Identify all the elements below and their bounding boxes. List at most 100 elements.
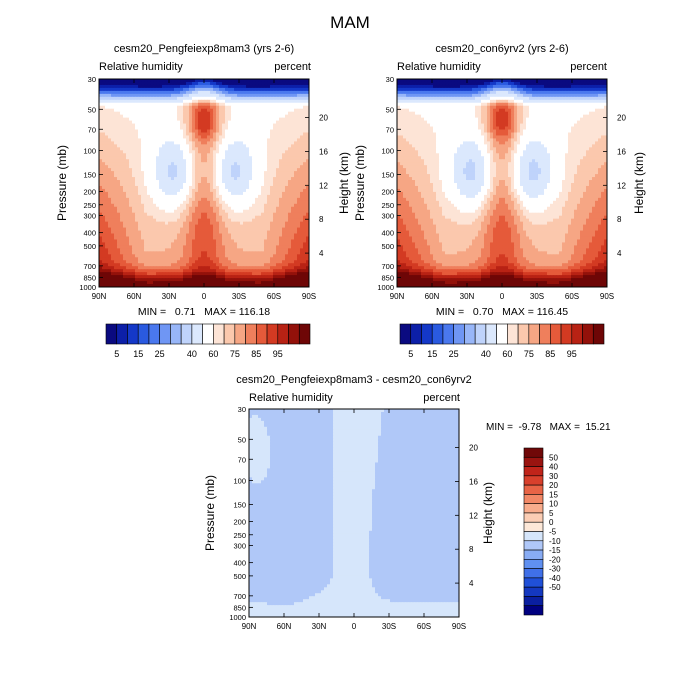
field-cell [126,141,130,145]
colorbar-label: 75 [230,349,240,359]
field-cell [153,156,157,160]
field-cell [249,132,253,136]
field-cell [291,177,295,181]
field-cell [123,272,127,276]
field-cell [135,93,139,98]
colorbar-swatch [213,323,225,345]
field-cell [273,129,277,133]
field-cell [261,162,265,166]
field-cell [213,245,217,249]
field-cell [285,168,289,172]
field-cell [303,278,307,282]
field-cell [282,117,286,121]
field-cell [222,188,226,193]
field-cell [129,117,133,121]
field-cell [228,102,232,107]
field-cell [129,203,133,208]
field-cell [129,123,133,127]
field-cell [282,114,286,119]
field-cell [195,257,199,261]
field-cell [267,200,271,205]
field-cell [186,177,190,181]
field-cell [228,105,232,110]
field-cell [120,180,124,184]
field-cell [165,81,169,86]
field-cell [114,185,118,190]
field-cell [219,96,223,101]
field-cell [261,185,265,190]
field-cell [108,102,112,107]
field-cell [270,257,274,261]
field-cell [267,260,271,264]
field-cell [225,281,229,285]
field-cell [222,254,226,258]
field-cell [168,138,172,142]
field-cell [129,263,133,267]
field-cell [102,123,106,127]
field-cell [144,90,148,95]
field-cell [180,174,184,178]
field-cell [228,269,232,273]
field-cell [225,239,229,243]
field-cell [210,251,214,255]
field-cell [300,215,304,220]
field-cell [228,168,232,172]
field-cell [279,221,283,225]
field-cell [279,168,283,172]
field-cell [204,135,208,139]
field-cell [129,111,133,116]
field-cell [207,144,211,148]
field-cell [174,141,178,145]
field-cell [132,218,136,223]
field-cell [105,99,109,104]
field-cell [165,278,169,282]
field-cell [219,278,223,282]
field-cell [204,153,208,157]
field-cell [204,275,208,279]
field-cell [282,251,286,255]
field-cell [156,135,160,139]
field-cell [273,99,277,104]
field-cell [111,275,115,279]
field-cell [177,257,181,261]
field-cell [108,90,112,95]
field-cell [180,93,184,98]
field-cell [291,135,295,139]
field-cell [255,197,259,202]
field-cell [123,90,127,95]
field-cell [99,162,103,166]
field-cell [126,159,130,163]
field-cell [303,242,307,246]
field-cell [171,96,175,101]
field-cell [156,254,160,258]
field-cell [159,180,163,184]
field-cell [114,153,118,157]
field-cell [105,126,109,130]
field-cell [144,224,148,228]
field-cell [204,96,208,101]
field-cell [201,197,205,202]
field-cell [264,212,268,217]
field-cell [213,123,217,127]
field-cell [102,218,106,223]
field-cell [219,236,223,240]
field-cell [189,245,193,249]
field-cell [126,263,130,267]
field-cell [180,194,184,199]
field-cell [165,191,169,196]
field-cell [117,236,121,240]
field-cell [207,84,211,89]
field-cell [303,281,307,285]
field-cell [258,108,262,113]
field-cell [243,84,247,89]
field-cell [120,260,124,264]
field-cell [273,212,277,217]
field-cell [114,99,118,104]
field-cell [195,254,199,258]
field-cell [237,269,241,273]
field-cell [282,191,286,196]
field-cell [231,227,235,231]
field-cell [297,254,301,258]
field-cell [285,147,289,151]
field-cell [174,156,178,160]
